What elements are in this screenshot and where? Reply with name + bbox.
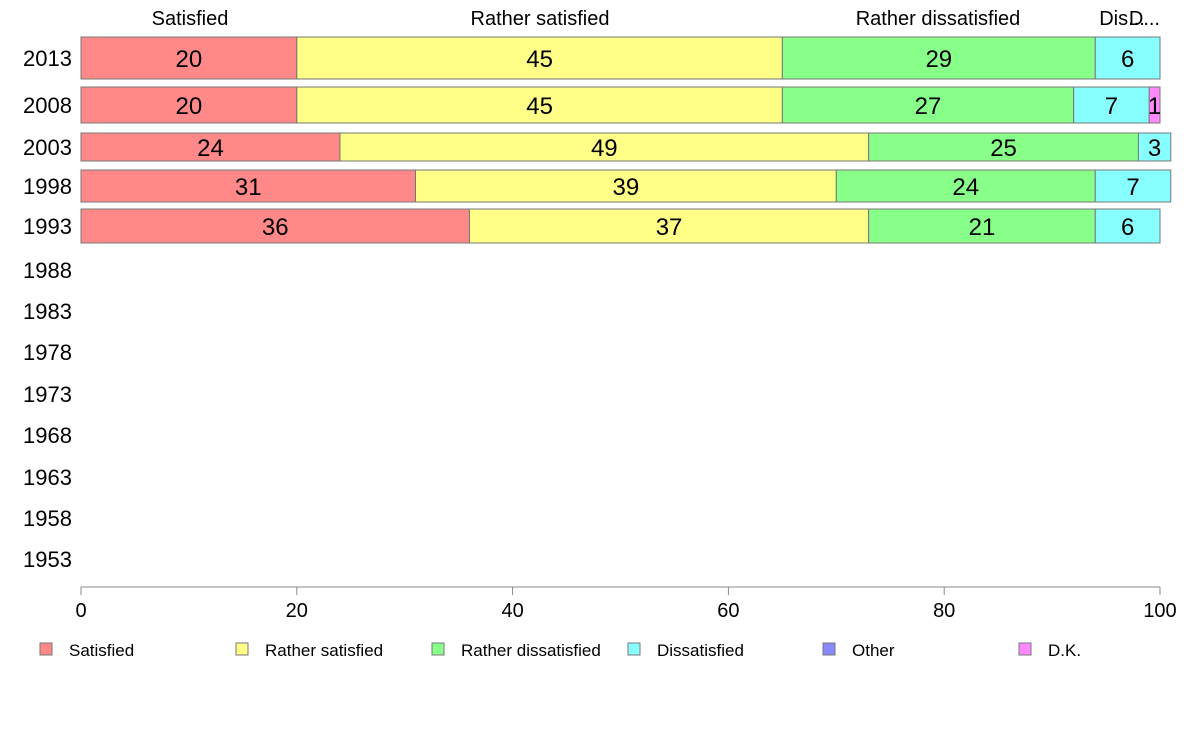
category-label: 1978 <box>23 340 72 365</box>
legend: Satisfied Rather satisfied Rather dissatis… <box>39 641 1081 660</box>
legend-swatch <box>39 642 53 656</box>
value-label: 29 <box>925 46 952 73</box>
value-label: 21 <box>969 214 996 241</box>
category-label: 1953 <box>23 547 72 572</box>
legend-swatch <box>822 642 836 656</box>
category-label: 1973 <box>23 382 72 407</box>
value-labels: 20 45 29 6 20 45 27 7 1 24 49 25 3 31 39 24 7 36 37 21 6 <box>176 46 1162 241</box>
bar-segment <box>80 86 298 124</box>
bar-segment <box>868 132 1139 162</box>
legend-item: Other <box>822 641 895 660</box>
value-label: 39 <box>613 174 640 201</box>
x-axis: 0 20 40 60 80 100 <box>75 586 1177 622</box>
category-label: 1988 <box>23 258 72 283</box>
value-label: 45 <box>526 46 553 73</box>
category-label: 2003 <box>23 135 72 160</box>
category-label: 2013 <box>23 46 72 71</box>
value-label: 7 <box>1126 174 1139 201</box>
legend-label: Dissatisfied <box>657 641 744 660</box>
value-label: 6 <box>1121 214 1134 241</box>
bars <box>80 36 1172 244</box>
x-tick-label: 0 <box>75 600 86 622</box>
category-label: 1958 <box>23 506 72 531</box>
column-header: D... <box>1129 8 1160 30</box>
column-headers: Satisfied Rather satisfied Rather dissatis… <box>152 8 1160 30</box>
value-label: 24 <box>197 135 224 162</box>
column-header: Satisfied <box>152 8 229 30</box>
x-tick-label: 60 <box>717 600 739 622</box>
legend-swatch <box>1018 642 1032 656</box>
bar-segment <box>1094 36 1161 80</box>
column-header: Dis... <box>1099 8 1145 30</box>
bar-segment <box>80 132 341 162</box>
legend-label: Rather satisfied <box>265 641 383 660</box>
value-label: 24 <box>952 174 979 201</box>
bar-segment <box>414 169 837 203</box>
value-label: 3 <box>1148 135 1161 162</box>
bar-segment <box>868 208 1096 244</box>
bar-segment <box>80 169 416 203</box>
bar-segment <box>1073 86 1150 124</box>
bar-segment <box>1094 169 1172 203</box>
legend-label: Satisfied <box>69 641 134 660</box>
legend-label: D.K. <box>1048 641 1081 660</box>
bar-segment <box>80 208 470 244</box>
value-label: 25 <box>990 135 1017 162</box>
category-label: 1963 <box>23 465 72 490</box>
bar-segment <box>835 169 1096 203</box>
category-label: 1983 <box>23 299 72 324</box>
value-label: 27 <box>915 93 942 120</box>
value-label: 7 <box>1105 93 1118 120</box>
legend-item: Satisfied <box>39 641 134 660</box>
bar-segment <box>1148 86 1161 124</box>
value-label: 45 <box>526 93 553 120</box>
legend-swatch <box>627 642 641 656</box>
bar-segment <box>1094 208 1161 244</box>
bar-segment <box>1137 132 1172 162</box>
x-tick-label: 20 <box>286 600 308 622</box>
x-tick-label: 80 <box>933 600 955 622</box>
value-label: 36 <box>262 214 289 241</box>
category-label: 1968 <box>23 423 72 448</box>
legend-item: Dissatisfied <box>627 641 744 660</box>
column-header: Rather satisfied <box>471 8 610 30</box>
value-label: 49 <box>591 135 618 162</box>
category-label: 2008 <box>23 93 72 118</box>
legend-label: Rather dissatisfied <box>461 641 601 660</box>
value-label: 20 <box>176 93 203 120</box>
bar-segment <box>296 86 783 124</box>
legend-swatch <box>235 642 249 656</box>
category-label: 1993 <box>23 214 72 239</box>
value-label: 20 <box>176 46 203 73</box>
value-label: 37 <box>656 214 683 241</box>
value-label: 6 <box>1121 46 1134 73</box>
bar-segment <box>296 36 783 80</box>
value-label: 31 <box>235 174 262 201</box>
x-tick-label: 40 <box>501 600 523 622</box>
bar-segment <box>468 208 870 244</box>
value-label: 1 <box>1148 93 1161 120</box>
column-header: Rather dissatisfied <box>856 8 1021 30</box>
legend-item: Rather dissatisfied <box>431 641 601 660</box>
category-labels: 2013 2008 2003 1998 1993 1988 1983 1978 1973 1968… <box>23 46 72 572</box>
x-tick-label: 100 <box>1143 600 1176 622</box>
legend-label: Other <box>852 641 895 660</box>
legend-item: Rather satisfied <box>235 641 383 660</box>
legend-item: D.K. <box>1018 641 1081 660</box>
legend-swatch <box>431 642 445 656</box>
category-label: 1998 <box>23 174 72 199</box>
bar-segment <box>781 86 1075 124</box>
